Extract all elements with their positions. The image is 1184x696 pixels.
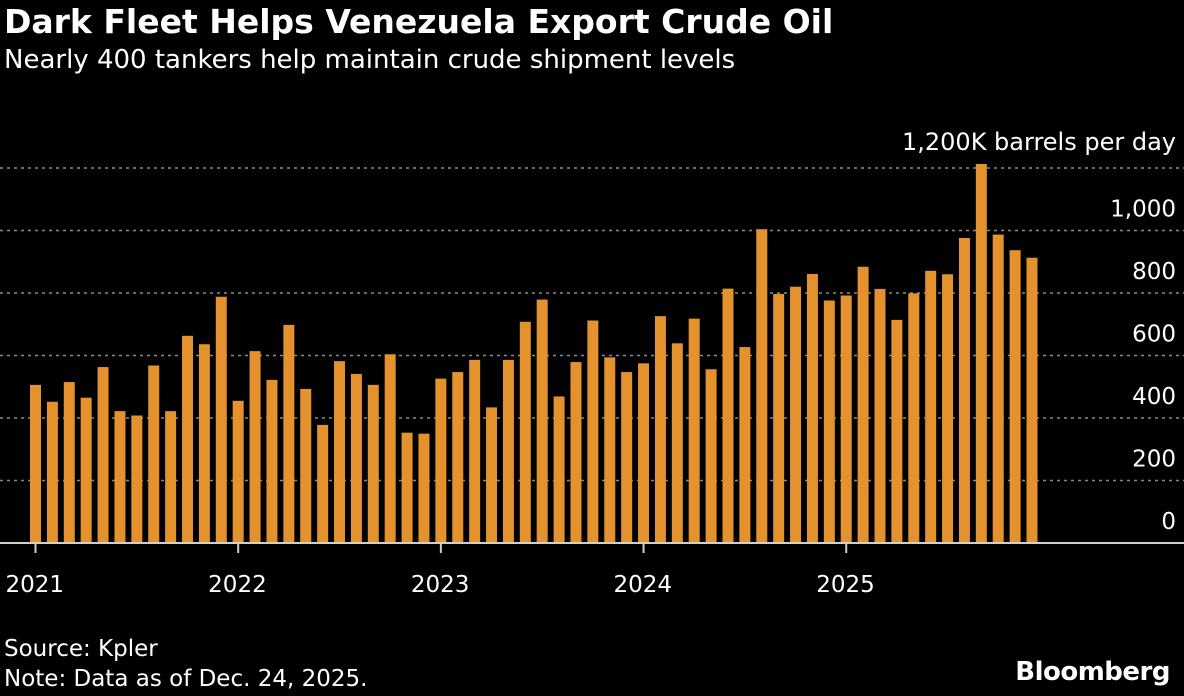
chart-title: Dark Fleet Helps Venezuela Export Crude …	[4, 2, 834, 41]
bar-2022-11	[401, 432, 413, 543]
bar-2022-10	[384, 354, 396, 543]
bar-2023-11	[604, 357, 616, 544]
y-unit-label: 1,200K barrels per day	[902, 128, 1176, 156]
x-tick-label-2023: 2023	[411, 572, 470, 598]
bar-2024-05	[705, 369, 717, 543]
bar-2024-08	[756, 229, 768, 543]
bar-2024-02	[654, 316, 666, 544]
bar-2022-05	[300, 388, 312, 543]
bar-2022-01	[232, 400, 244, 543]
bar-2021-09	[165, 411, 177, 544]
bar-2024-07	[739, 347, 751, 543]
bar-2023-12	[621, 372, 633, 543]
bar-2022-12	[418, 433, 430, 544]
axes	[0, 542, 1184, 553]
chart-subtitle: Nearly 400 tankers help maintain crude s…	[4, 45, 736, 75]
bar-2025-03	[874, 288, 886, 543]
bar-2022-07	[334, 361, 346, 544]
bar-2022-04	[283, 324, 295, 544]
bar-2025-12	[1026, 257, 1038, 543]
bar-2021-01	[30, 384, 41, 544]
bar-2025-07	[942, 274, 954, 543]
axis-labels: 0 200 400 600 800 1,000 1,200K barrels per day…	[6, 128, 1177, 598]
bar-2023-08	[553, 396, 565, 543]
bar-2023-07	[536, 299, 548, 543]
bar-2022-08	[350, 373, 362, 543]
data-note: Note: Data as of Dec. 24, 2025.	[4, 666, 368, 692]
bar-2024-04	[688, 318, 700, 544]
bar-2023-02	[452, 372, 464, 543]
gridlines	[0, 167, 1184, 482]
bar-2021-02	[46, 401, 58, 543]
bar-2025-06	[925, 270, 937, 543]
bar-2023-10	[587, 320, 599, 543]
bar-2021-08	[148, 365, 160, 543]
x-tick-label-2022: 2022	[208, 572, 267, 598]
bar-2022-06	[317, 424, 329, 544]
bar-2021-04	[80, 397, 92, 543]
bar-2022-02	[249, 351, 261, 544]
bar-2025-05	[908, 293, 920, 543]
bar-2023-01	[435, 378, 447, 544]
bar-2025-01	[840, 295, 852, 543]
x-tick-label-2021: 2021	[6, 572, 65, 598]
bar-2024-03	[671, 343, 683, 543]
y-tick-label: 0	[1161, 509, 1176, 535]
bar-2021-11	[198, 344, 210, 543]
bar-2025-02	[857, 266, 869, 543]
bar-2025-11	[1009, 250, 1021, 543]
y-tick-label: 800	[1132, 259, 1176, 285]
y-tick-label: 1,000	[1110, 197, 1176, 223]
bar-2021-12	[215, 296, 227, 543]
bar-2023-05	[502, 359, 514, 544]
x-tick-label-2024: 2024	[614, 572, 673, 598]
bar-2024-09	[773, 293, 785, 543]
bar-2025-09	[975, 163, 987, 543]
bar-2021-06	[114, 411, 126, 544]
bar-2024-01	[638, 363, 650, 543]
x-tick-label-2025: 2025	[816, 572, 875, 598]
bar-2023-04	[486, 407, 498, 544]
bar-2024-12	[823, 300, 835, 543]
bar-2025-10	[992, 234, 1004, 543]
bar-2021-03	[63, 382, 75, 543]
y-tick-label: 400	[1132, 384, 1176, 410]
bar-2022-03	[266, 379, 278, 544]
bar-2024-10	[790, 286, 802, 543]
bar-2025-08	[958, 238, 970, 543]
bar-2021-07	[131, 415, 143, 543]
bar-2025-04	[891, 319, 903, 544]
bar-2023-03	[469, 359, 481, 544]
y-tick-label: 200	[1132, 447, 1176, 473]
bloomberg-logo: Bloomberg	[1015, 657, 1170, 687]
bar-2024-11	[806, 273, 818, 543]
bar-2021-10	[182, 335, 194, 543]
y-tick-label: 600	[1132, 322, 1176, 348]
bar-2023-06	[519, 321, 531, 543]
bars	[30, 163, 1038, 544]
bar-2023-09	[570, 362, 582, 543]
bar-2021-05	[97, 367, 109, 543]
source-note: Source: Kpler	[4, 636, 158, 662]
bar-2022-09	[367, 384, 379, 544]
bar-2024-06	[722, 288, 734, 544]
